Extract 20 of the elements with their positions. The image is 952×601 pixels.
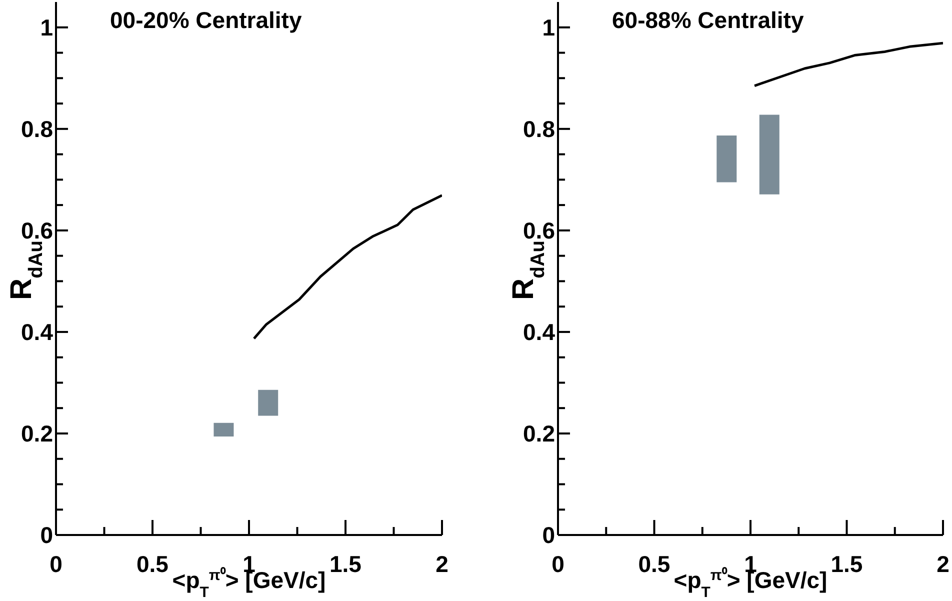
y-tick-label: 0.2 bbox=[523, 420, 555, 446]
chart-title: 60-88% Centrality bbox=[612, 7, 804, 33]
y-tick-label: 1 bbox=[40, 14, 54, 40]
y-tick-label: 0.4 bbox=[523, 318, 556, 345]
x-tick-label: 1.5 bbox=[830, 551, 863, 577]
y-tick-label: 0 bbox=[542, 522, 555, 548]
y-tick-label: 0.2 bbox=[21, 420, 53, 446]
x-tick-label: 2 bbox=[436, 551, 448, 577]
y-tick-label: 0 bbox=[40, 522, 53, 548]
y-tick-label: 1 bbox=[542, 14, 556, 40]
x-tick-label: 0.5 bbox=[136, 551, 169, 577]
y-tick-label: 0.8 bbox=[21, 116, 54, 142]
line-series bbox=[753, 42, 943, 88]
x-tick-label: 1.5 bbox=[330, 551, 362, 577]
x-tick-label: 2 bbox=[936, 551, 950, 577]
line-series bbox=[252, 194, 442, 340]
chart-title: 00-20% Centrality bbox=[110, 7, 302, 33]
y-tick-label: 0.4 bbox=[21, 318, 54, 345]
y-tick-label: 0.8 bbox=[523, 116, 556, 142]
x-tick-label: 0.5 bbox=[638, 551, 670, 577]
